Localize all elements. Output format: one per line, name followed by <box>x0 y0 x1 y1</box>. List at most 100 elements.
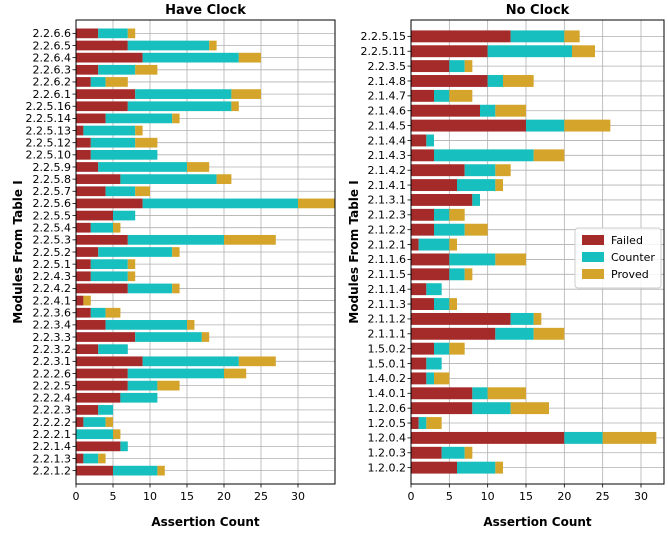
bar-failed <box>76 283 128 294</box>
bar-failed <box>411 357 427 370</box>
y-tick-label: 2.2.5.1 <box>33 258 71 271</box>
bar-counter <box>113 465 158 476</box>
bar-counter <box>472 194 480 206</box>
bar-proved <box>533 149 565 162</box>
y-tick-label: 2.2.5.14 <box>26 112 71 125</box>
y-tick-label: 2.2.3.2 <box>33 343 71 356</box>
bar-failed <box>76 259 91 270</box>
y-tick-label: 1.5.0.2 <box>368 342 406 355</box>
bar-proved <box>426 417 442 429</box>
bar-counter <box>418 417 427 429</box>
bar-proved <box>464 268 473 281</box>
bar-failed <box>76 271 91 282</box>
legend-swatch-proved <box>582 269 604 279</box>
bar-failed <box>411 417 419 429</box>
bar-failed <box>411 387 473 400</box>
y-tick-label: 2.2.6.5 <box>33 39 71 52</box>
bar-proved <box>172 283 180 294</box>
bar-proved <box>172 247 180 257</box>
y-tick-label: 2.1.1.4 <box>368 283 406 296</box>
bar-proved <box>487 387 526 400</box>
bar-counter <box>90 149 158 160</box>
bar-proved <box>231 89 261 99</box>
bar-proved <box>495 104 526 117</box>
y-tick-label: 2.1.3.1 <box>368 194 406 207</box>
bar-failed <box>76 234 128 245</box>
bar-counter <box>434 342 450 355</box>
bar-failed <box>76 77 91 87</box>
bar-failed <box>76 247 99 257</box>
bar-failed <box>411 119 526 132</box>
bar-proved <box>449 238 457 251</box>
bar-failed <box>76 198 143 209</box>
x-tick-label: 5 <box>446 490 453 503</box>
bar-failed <box>76 222 91 233</box>
y-tick-label: 2.2.2.5 <box>33 379 71 392</box>
bar-failed <box>411 89 434 102</box>
bar-counter <box>434 149 534 162</box>
x-tick-label: 10 <box>481 490 495 503</box>
bar-failed <box>411 431 565 444</box>
bar-failed <box>411 149 434 162</box>
y-tick-label: 2.1.4.5 <box>368 119 406 132</box>
bar-proved <box>135 137 158 148</box>
bar-failed <box>411 446 442 459</box>
bar-failed <box>76 417 84 427</box>
x-tick-label: 20 <box>557 490 571 503</box>
y-tick-label: 2.2.6.3 <box>33 64 71 77</box>
y-axis-label: Modules From Table I <box>347 180 361 323</box>
bar-counter <box>510 312 534 325</box>
bar-proved <box>464 223 488 236</box>
bar-counter <box>127 101 232 112</box>
x-tick-label: 20 <box>217 490 231 503</box>
y-tick-label: 2.2.5.2 <box>33 246 71 259</box>
bar-counter <box>127 40 210 51</box>
bar-failed <box>411 179 457 192</box>
bar-failed <box>76 174 121 184</box>
x-tick-label: 0 <box>73 490 80 503</box>
bar-failed <box>411 208 434 221</box>
bar-proved <box>105 417 113 427</box>
y-tick-label: 2.1.2.1 <box>368 238 406 251</box>
y-tick-label: 2.1.2.2 <box>368 223 406 236</box>
bar-counter <box>105 186 136 197</box>
bar-counter <box>98 64 136 75</box>
x-tick-label: 25 <box>596 490 610 503</box>
bar-failed <box>76 368 128 379</box>
bar-failed <box>76 52 143 63</box>
y-tick-label: 2.2.5.9 <box>33 161 71 174</box>
bar-proved <box>602 431 657 444</box>
y-tick-label: 2.1.4.1 <box>368 179 406 192</box>
y-tick-label: 2.1.4.6 <box>368 105 406 118</box>
bar-failed <box>76 89 136 99</box>
bar-failed <box>411 327 496 340</box>
bar-failed <box>76 40 128 51</box>
bar-failed <box>411 134 427 147</box>
bar-failed <box>76 101 128 112</box>
bar-proved <box>113 429 121 440</box>
bar-counter <box>120 174 217 184</box>
bar-proved <box>564 119 611 132</box>
bar-proved <box>127 259 136 270</box>
bar-counter <box>457 179 496 192</box>
x-tick-label: 25 <box>254 490 268 503</box>
bar-failed <box>76 356 143 367</box>
bar-proved <box>187 320 195 330</box>
bar-counter <box>83 453 99 464</box>
bar-proved <box>105 307 121 318</box>
bar-failed <box>411 45 488 58</box>
bar-failed <box>411 312 511 325</box>
bar-proved <box>464 446 473 459</box>
bar-proved <box>127 271 136 282</box>
x-tick-label: 5 <box>110 490 117 503</box>
bar-failed <box>76 441 121 452</box>
y-tick-label: 2.2.4.1 <box>33 294 71 307</box>
bar-failed <box>411 283 427 296</box>
bar-failed <box>411 104 480 117</box>
bar-counter <box>135 89 232 99</box>
bar-proved <box>105 77 128 87</box>
legend-label-proved: Proved <box>611 268 649 281</box>
y-tick-label: 1.2.0.4 <box>368 432 406 445</box>
